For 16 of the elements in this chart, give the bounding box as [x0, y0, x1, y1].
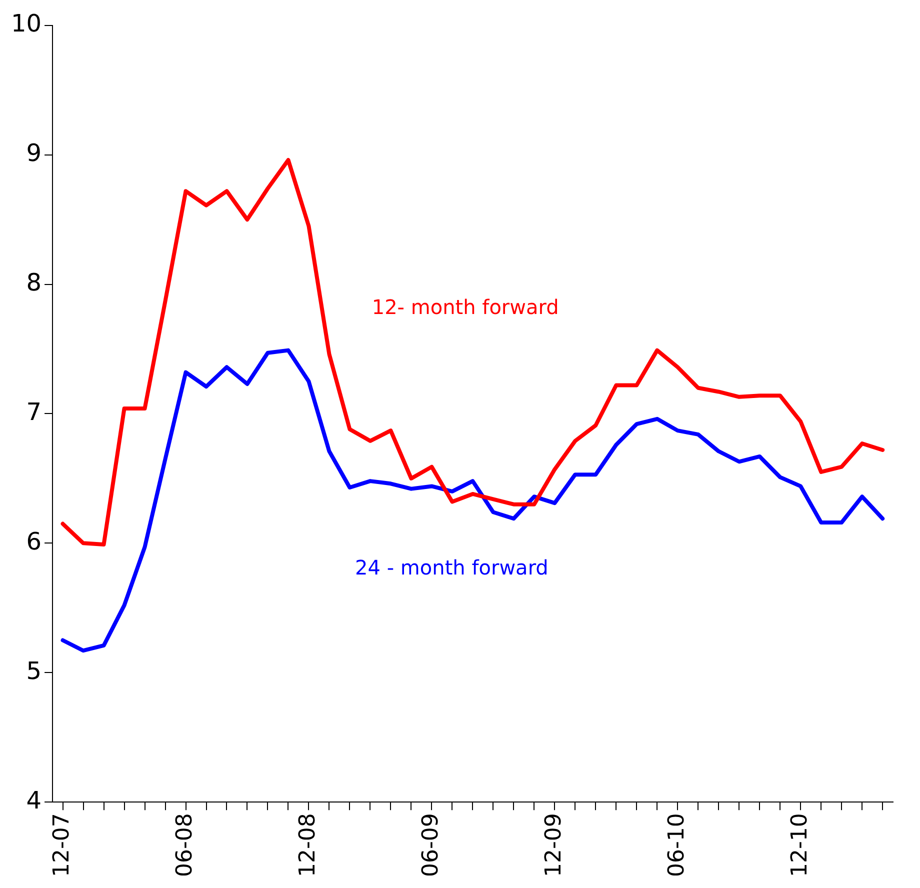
text: 12- month forward [372, 295, 559, 320]
y-tick-label: 10 [10, 10, 42, 38]
y-tick-label: 4 [26, 786, 42, 814]
y-tick-label: 9 [26, 139, 42, 168]
x-tick-label: 06-10 [664, 813, 690, 878]
x-tick-label: 12-07 [50, 813, 75, 878]
x-tick-label: 06-08 [172, 813, 198, 878]
text: 24 - month forward [355, 555, 548, 580]
y-tick-label: 5 [26, 656, 42, 685]
x-tick-label: 06-09 [418, 813, 444, 878]
y-tick-label: 8 [26, 268, 42, 297]
x-tick-label: 12-08 [295, 813, 320, 878]
x-tick-label: 12-10 [787, 813, 812, 878]
y-tick-label: 6 [26, 527, 42, 556]
x-tick-label: 12-09 [541, 813, 566, 878]
y-tick-label: 7 [26, 398, 42, 426]
